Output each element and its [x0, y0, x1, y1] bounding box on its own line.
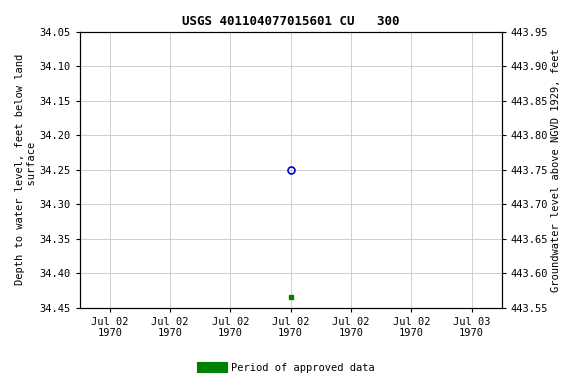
Title: USGS 401104077015601 CU   300: USGS 401104077015601 CU 300: [182, 15, 399, 28]
Y-axis label: Depth to water level, feet below land
  surface: Depth to water level, feet below land su…: [15, 54, 37, 285]
Y-axis label: Groundwater level above NGVD 1929, feet: Groundwater level above NGVD 1929, feet: [551, 48, 561, 292]
Legend: Period of approved data: Period of approved data: [198, 359, 378, 377]
